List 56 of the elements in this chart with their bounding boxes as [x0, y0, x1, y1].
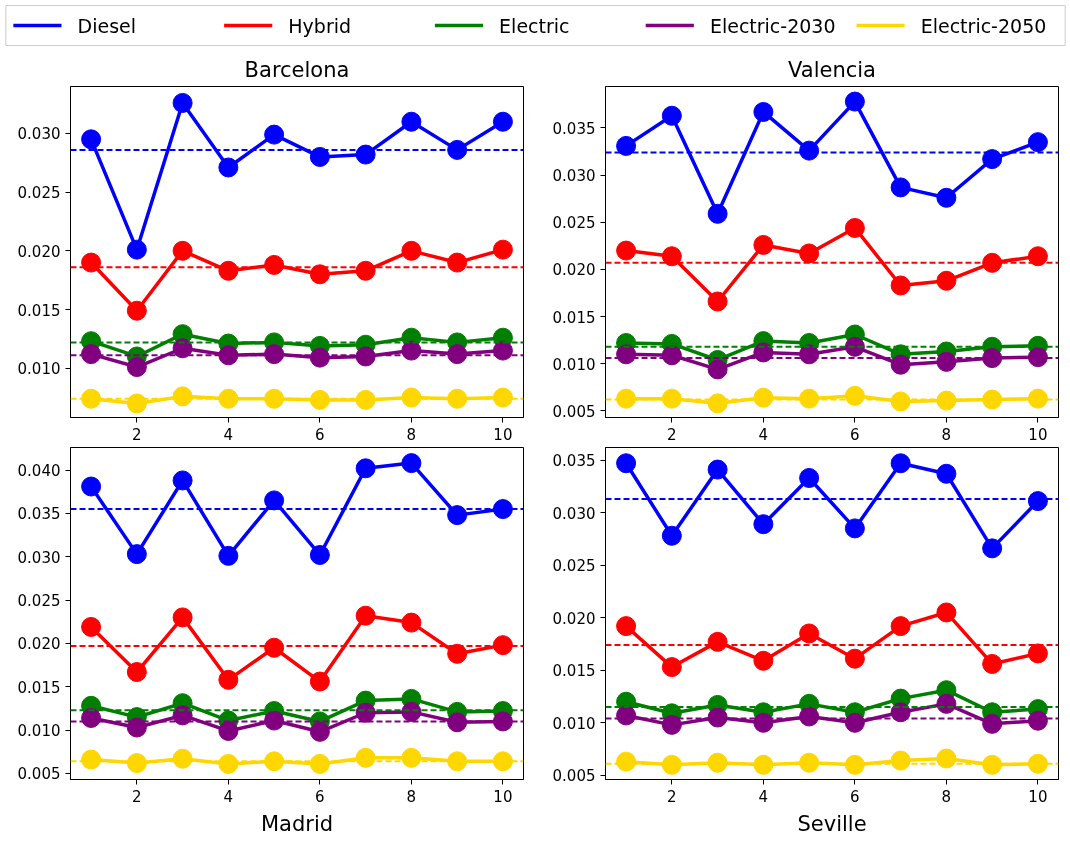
x-tick-label: 10: [493, 425, 513, 444]
x-tick-label: 8: [406, 425, 417, 444]
y-tick-label: 0.010: [552, 714, 596, 733]
y-tick-label: 0.010: [552, 355, 596, 374]
legend-label: Hybrid: [288, 14, 352, 37]
x-tick-label: 4: [223, 787, 234, 806]
y-tick-label: 0.025: [552, 557, 596, 576]
x-tick-label: 8: [941, 787, 952, 806]
legend-label: Diesel: [77, 14, 137, 37]
y-tick-label: 0.030: [552, 504, 596, 523]
y-tick-label: 0.030: [552, 167, 596, 186]
y-tick-label: 0.010: [17, 722, 61, 741]
text: Madrid: [260, 811, 334, 836]
y-tick-label: 0.015: [17, 301, 61, 320]
y-tick-label: 0.020: [552, 609, 596, 628]
chart-title: Barcelona: [244, 57, 350, 82]
y-tick-label: 0.020: [552, 261, 596, 280]
y-tick-label: 0.025: [552, 214, 596, 233]
legend-label: Electric-2050: [920, 14, 1047, 37]
y-tick-label: 0.030: [17, 125, 61, 144]
legend-label: Electric: [499, 14, 570, 37]
x-tick-label: 6: [850, 787, 860, 806]
x-tick-label: 2: [667, 787, 677, 806]
x-tick-label: 4: [758, 787, 769, 806]
y-tick-label: 0.010: [17, 360, 61, 379]
y-tick-label: 0.030: [17, 548, 61, 567]
y-tick-label: 0.025: [17, 184, 61, 203]
x-tick-label: 10: [493, 787, 513, 806]
y-tick-label: 0.040: [17, 462, 61, 481]
x-tick-label: 8: [941, 425, 952, 444]
y-tick-label: 0.020: [17, 635, 61, 654]
x-tick-label: 6: [850, 425, 860, 444]
x-tick-label: 6: [315, 425, 325, 444]
y-tick-label: 0.035: [17, 505, 61, 524]
y-tick-label: 0.005: [552, 767, 596, 786]
y-tick-label: 0.015: [552, 308, 596, 327]
x-tick-label: 10: [1028, 425, 1048, 444]
y-tick-label: 0.025: [17, 592, 61, 611]
x-tick-label: 4: [223, 425, 234, 444]
x-tick-label: 2: [132, 425, 142, 444]
y-tick-label: 0.015: [17, 678, 61, 697]
chart-title: Valencia: [788, 57, 876, 82]
legend-label: Electric-2030: [709, 14, 836, 37]
x-tick-label: 4: [758, 425, 769, 444]
x-tick-label: 2: [132, 787, 142, 806]
x-tick-label: 8: [406, 787, 417, 806]
y-tick-label: 0.035: [552, 119, 596, 138]
y-tick-label: 0.005: [552, 402, 596, 421]
x-tick-label: 6: [315, 787, 325, 806]
text: Seville: [797, 811, 867, 836]
y-tick-label: 0.035: [552, 452, 596, 471]
x-tick-label: 10: [1028, 787, 1048, 806]
y-tick-label: 0.020: [17, 242, 61, 261]
x-tick-label: 2: [667, 425, 677, 444]
y-tick-label: 0.005: [17, 765, 61, 784]
y-tick-label: 0.015: [552, 662, 596, 681]
